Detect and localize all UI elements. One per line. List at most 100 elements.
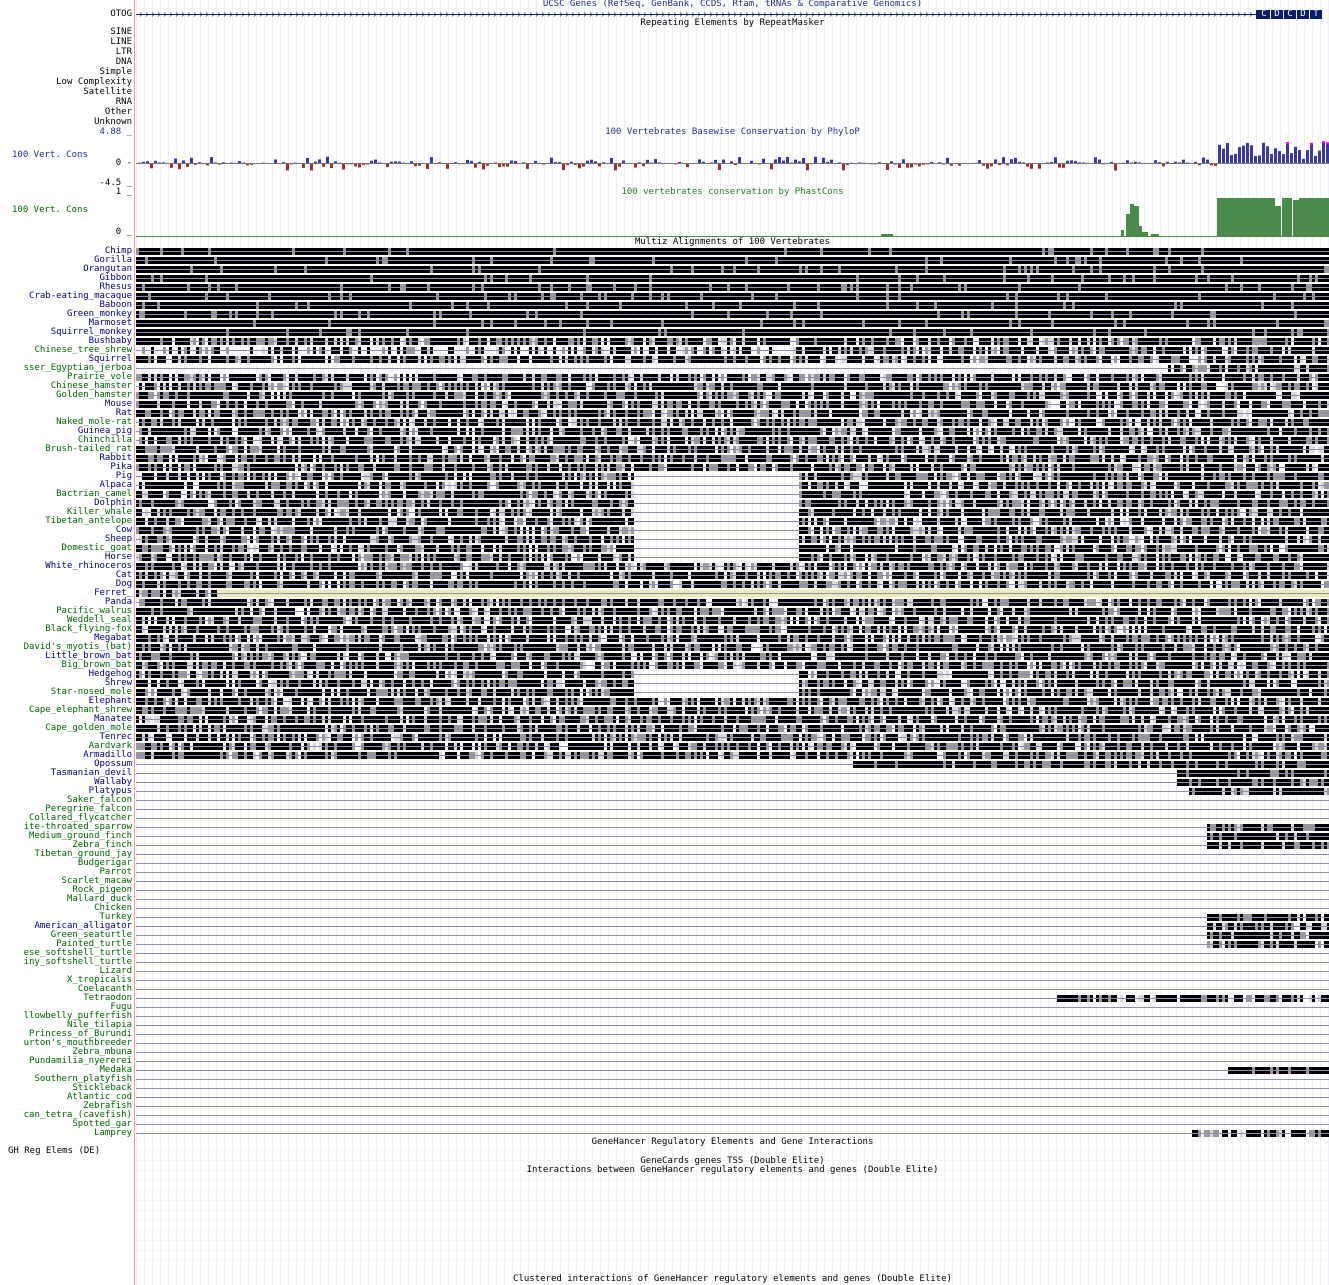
species-label[interactable]: Rabbit <box>99 454 132 463</box>
species-label[interactable]: ese_softshell_turtle <box>24 949 132 958</box>
species-label[interactable]: Zebra_finch <box>72 841 132 850</box>
species-label[interactable]: Squirrel_monkey <box>51 328 132 337</box>
species-label[interactable]: Coelacanth <box>78 985 132 994</box>
species-label[interactable]: Gibbon <box>99 274 132 283</box>
species-label[interactable]: Painted_turtle <box>56 940 132 949</box>
gh-reg-elems-label[interactable]: GH Reg Elems (DE) <box>8 1147 100 1156</box>
species-label[interactable]: Lamprey <box>94 1129 132 1138</box>
species-label[interactable]: Chinese_tree_shrew <box>34 346 132 355</box>
species-label[interactable]: Pika <box>110 463 132 472</box>
species-label[interactable]: Tasmanian_devil <box>51 769 132 778</box>
species-label[interactable]: Brush-tailed_rat <box>45 445 132 454</box>
species-label[interactable]: Pig <box>116 472 132 481</box>
species-label[interactable]: Tibetan_antelope <box>45 517 132 526</box>
species-label[interactable]: llowbelly_pufferfish <box>24 1012 132 1021</box>
track-data-area[interactable]: UCSC Genes (RefSeq, GenBank, CCDS, Rfam,… <box>136 0 1329 1285</box>
species-label[interactable]: Hedgehog <box>89 670 132 679</box>
species-label[interactable]: Bushbaby <box>89 337 132 346</box>
species-label[interactable]: Elephant <box>89 697 132 706</box>
species-label[interactable]: Prairie_vole <box>67 373 132 382</box>
species-label[interactable]: Horse <box>105 553 132 562</box>
species-label[interactable]: Squirrel <box>89 355 132 364</box>
species-label[interactable]: Wallaby <box>94 778 132 787</box>
species-label[interactable]: Gorilla <box>94 256 132 265</box>
species-label[interactable]: Cow <box>116 526 132 535</box>
species-label[interactable]: Budgerigar <box>78 859 132 868</box>
species-label[interactable]: Ferret_ <box>94 589 132 598</box>
species-label[interactable]: Tibetan_ground_jay <box>34 850 132 859</box>
species-label[interactable]: Opossum <box>94 760 132 769</box>
species-label[interactable]: Marmoset <box>89 319 132 328</box>
species-label[interactable]: Turkey <box>99 913 132 922</box>
species-label[interactable]: Orangutan <box>83 265 132 274</box>
species-label[interactable]: Pundamilia_nyererei <box>29 1057 132 1066</box>
species-label[interactable]: Sheep <box>105 535 132 544</box>
species-label[interactable]: Nile_tilapia <box>67 1021 132 1030</box>
species-label[interactable]: Fugu <box>110 1003 132 1012</box>
species-label[interactable]: Dolphin <box>94 499 132 508</box>
species-label[interactable]: Rhesus <box>99 283 132 292</box>
species-label[interactable]: Chimp <box>105 247 132 256</box>
species-label[interactable]: Armadillo <box>83 751 132 760</box>
species-label[interactable]: Medium_ground_finch <box>29 832 132 841</box>
species-label[interactable]: Golden_hamster <box>56 391 132 400</box>
species-label[interactable]: Shrew <box>105 679 132 688</box>
species-label[interactable]: Chinchilla <box>78 436 132 445</box>
species-label[interactable]: Domestic_goat <box>62 544 132 553</box>
species-label[interactable]: Rock_pigeon <box>72 886 132 895</box>
species-label[interactable]: Cape_elephant_shrew <box>29 706 132 715</box>
species-label[interactable]: Scarlet_macaw <box>62 877 132 886</box>
species-label[interactable]: urton's_mouthbreeder <box>24 1039 132 1048</box>
species-label[interactable]: Dog <box>116 580 132 589</box>
species-label[interactable]: Southern_platyfish <box>34 1075 132 1084</box>
species-label[interactable]: Pacific_walrus <box>56 607 132 616</box>
species-label[interactable]: Bactrian_camel <box>56 490 132 499</box>
species-label[interactable]: Alpaca <box>99 481 132 490</box>
species-label[interactable]: Black_flying-fox <box>45 625 132 634</box>
gene-label[interactable]: OTOG <box>110 10 132 19</box>
species-label[interactable]: X_tropicalis <box>67 976 132 985</box>
species-label[interactable]: sser_Egyptian_jerboa <box>24 364 132 373</box>
species-label[interactable]: Zebrafish <box>83 1102 132 1111</box>
species-label[interactable]: Tenrec <box>99 733 132 742</box>
species-label[interactable]: Mallard_duck <box>67 895 132 904</box>
species-label[interactable]: Peregrine_falcon <box>45 805 132 814</box>
species-label[interactable]: Star-nosed_mole <box>51 688 132 697</box>
species-label[interactable]: Saker_falcon <box>67 796 132 805</box>
species-label[interactable]: White_rhinoceros <box>45 562 132 571</box>
species-label[interactable]: can_tetra_(cavefish) <box>24 1111 132 1120</box>
phastcons-track-label[interactable]: 100 Vert. Cons <box>12 206 88 215</box>
species-label[interactable]: Tetraodon <box>83 994 132 1003</box>
species-label[interactable]: Weddell_seal <box>67 616 132 625</box>
species-label[interactable]: Aardvark <box>89 742 132 751</box>
species-label[interactable]: Chicken <box>94 904 132 913</box>
species-label[interactable]: Platypus <box>89 787 132 796</box>
species-label[interactable]: Big_brown_bat <box>62 661 132 670</box>
species-label[interactable]: Naked_mole-rat <box>56 418 132 427</box>
species-label[interactable]: Lizard <box>99 967 132 976</box>
species-label[interactable]: Baboon <box>99 301 132 310</box>
species-label[interactable]: Chinese_hamster <box>51 382 132 391</box>
species-label[interactable]: Manatee <box>94 715 132 724</box>
species-label[interactable]: Stickleback <box>72 1084 132 1093</box>
species-label[interactable]: Megabat <box>94 634 132 643</box>
species-label[interactable]: iny_softshell_turtle <box>24 958 132 967</box>
species-label[interactable]: Green_monkey <box>67 310 132 319</box>
species-label[interactable]: ite-throated_sparrow <box>24 823 132 832</box>
species-label[interactable]: Cat <box>116 571 132 580</box>
species-label[interactable]: Spotted_gar <box>72 1120 132 1129</box>
species-label[interactable]: Rat <box>116 409 132 418</box>
species-label[interactable]: Cape_golden_mole <box>45 724 132 733</box>
species-label[interactable]: Crab-eating_macaque <box>29 292 132 301</box>
species-label[interactable]: David's_myotis_(bat) <box>24 643 132 652</box>
species-label[interactable]: American_alligator <box>34 922 132 931</box>
species-label[interactable]: Princess_of_Burundi <box>29 1030 132 1039</box>
species-label[interactable]: Mouse <box>105 400 132 409</box>
species-label[interactable]: Parrot <box>99 868 132 877</box>
species-label[interactable]: Medaka <box>99 1066 132 1075</box>
species-label[interactable]: Killer_whale <box>67 508 132 517</box>
species-label[interactable]: Guinea_pig <box>78 427 132 436</box>
species-label[interactable]: Zebra_mbuna <box>72 1048 132 1057</box>
phylop-track-label[interactable]: 100 Vert. Cons <box>12 151 88 160</box>
